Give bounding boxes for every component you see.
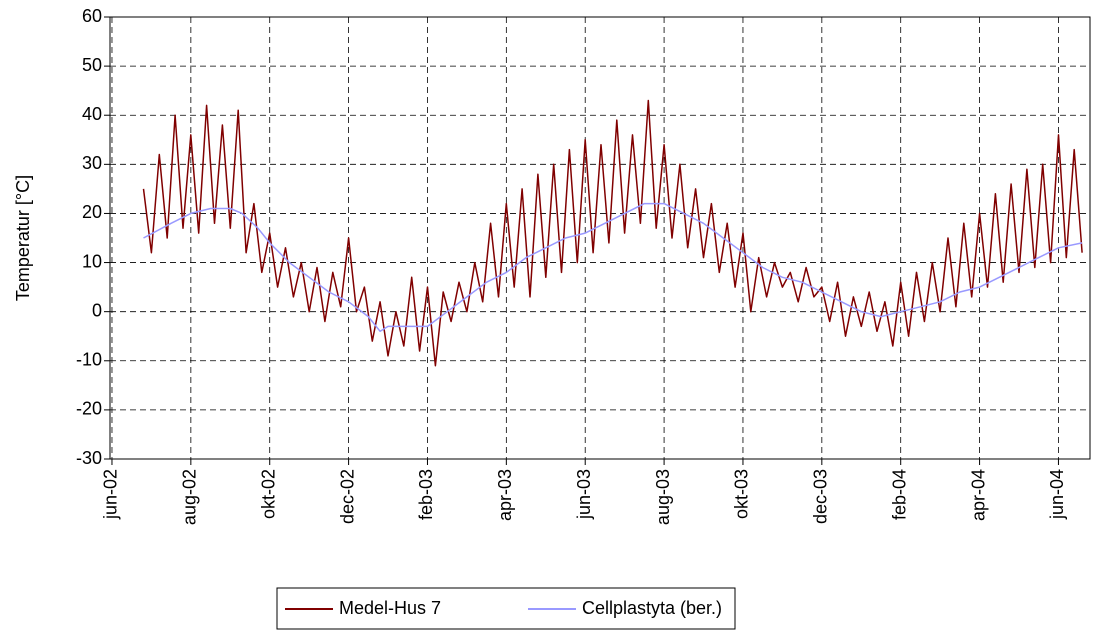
legend-label: Cellplastyta (ber.) — [582, 598, 722, 618]
legend-label: Medel-Hus 7 — [339, 598, 441, 618]
y-tick-label: 10 — [82, 251, 102, 271]
x-tick-label: aug-02 — [180, 469, 200, 525]
legend-box — [276, 587, 736, 630]
y-axis-label: Temperatur [°C] — [13, 175, 33, 301]
y-tick-label: -20 — [76, 399, 102, 419]
x-tick-label: okt-02 — [258, 469, 278, 519]
x-tick-label: apr-04 — [968, 469, 988, 521]
x-tick-label: okt-03 — [732, 469, 752, 519]
x-tick-label: dec-03 — [811, 469, 831, 524]
series-line — [142, 99, 1083, 367]
x-tick-label: jun-02 — [101, 469, 121, 520]
x-tick-label: apr-03 — [495, 469, 515, 521]
x-tick-label: dec-02 — [337, 469, 357, 524]
y-tick-label: -10 — [76, 350, 102, 370]
x-tick-label: jun-04 — [1047, 469, 1067, 520]
plot-frame — [109, 16, 1091, 460]
x-tick-label: feb-03 — [416, 469, 436, 520]
y-tick-label: 0 — [92, 300, 102, 320]
y-tick-label: 40 — [82, 104, 102, 124]
y-tick-label: -30 — [76, 448, 102, 468]
y-tick-label: 20 — [82, 202, 102, 222]
x-tick-label: feb-04 — [889, 469, 909, 520]
y-tick-label: 60 — [82, 6, 102, 26]
x-tick-label: aug-03 — [653, 469, 673, 525]
y-tick-label: 30 — [82, 153, 102, 173]
series-line — [143, 202, 1083, 333]
y-tick-label: 50 — [82, 55, 102, 75]
x-tick-label: jun-03 — [574, 469, 594, 520]
